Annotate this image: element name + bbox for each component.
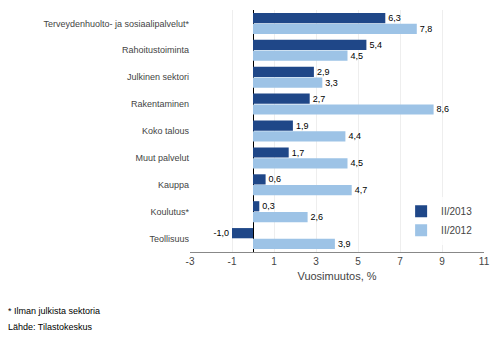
svg-text:II/2012: II/2012 (441, 225, 472, 236)
svg-text:4,7: 4,7 (355, 185, 368, 195)
svg-text:Koulutus*: Koulutus* (150, 207, 189, 217)
svg-text:11: 11 (479, 256, 490, 267)
svg-text:Kauppa: Kauppa (158, 180, 189, 190)
svg-text:3,9: 3,9 (338, 239, 351, 249)
svg-text:Koko talous: Koko talous (142, 126, 190, 136)
svg-text:-1,0: -1,0 (213, 228, 229, 238)
svg-text:3,3: 3,3 (325, 78, 338, 88)
svg-text:9: 9 (439, 256, 445, 267)
svg-text:Muut palvelut: Muut palvelut (135, 153, 189, 163)
svg-text:* Ilman julkista sektoria: * Ilman julkista sektoria (8, 306, 100, 316)
svg-text:Rakentaminen: Rakentaminen (131, 99, 189, 109)
svg-text:Julkinen sektori: Julkinen sektori (127, 72, 189, 82)
svg-text:-1: -1 (228, 256, 237, 267)
svg-text:1: 1 (271, 256, 277, 267)
svg-text:Rahoitustoiminta: Rahoitustoiminta (122, 45, 189, 55)
svg-text:1,7: 1,7 (292, 148, 305, 158)
svg-text:3: 3 (313, 256, 319, 267)
svg-text:7,8: 7,8 (420, 24, 433, 34)
svg-text:4,4: 4,4 (348, 131, 361, 141)
svg-text:Teollisuus: Teollisuus (149, 234, 189, 244)
svg-text:Lähde: Tilastokeskus: Lähde: Tilastokeskus (8, 322, 93, 332)
svg-text:-3: -3 (186, 256, 195, 267)
svg-text:0,3: 0,3 (262, 201, 275, 211)
svg-text:2,9: 2,9 (317, 67, 330, 77)
svg-text:5: 5 (355, 256, 361, 267)
svg-text:2,6: 2,6 (311, 212, 324, 222)
svg-text:2,7: 2,7 (313, 94, 326, 104)
svg-text:5,4: 5,4 (369, 40, 382, 50)
svg-text:8,6: 8,6 (437, 104, 450, 114)
svg-text:0,6: 0,6 (269, 174, 282, 184)
svg-text:7: 7 (397, 256, 403, 267)
svg-text:1,9: 1,9 (296, 121, 309, 131)
svg-text:Vuosimuutos, %: Vuosimuutos, % (297, 270, 376, 282)
svg-text:II/2013: II/2013 (441, 206, 472, 217)
svg-text:4,5: 4,5 (351, 158, 364, 168)
svg-text:4,5: 4,5 (351, 51, 364, 61)
svg-text:Terveydenhuolto- ja sosiaalipa: Terveydenhuolto- ja sosiaalipalvelut* (43, 19, 189, 29)
svg-text:6,3: 6,3 (388, 13, 401, 23)
